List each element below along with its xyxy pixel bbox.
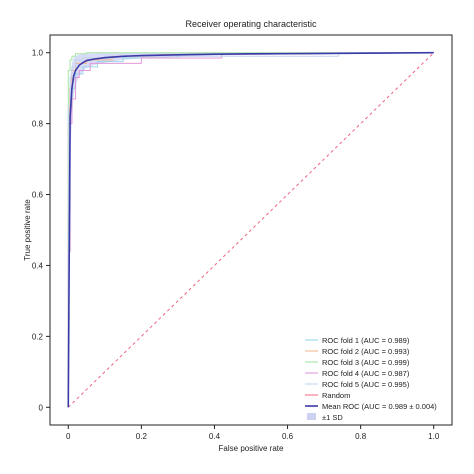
legend-roc-fold-2-label: ROC fold 2 (AUC = 0.993) — [322, 347, 410, 356]
y-tick-label: 0.4 — [32, 261, 44, 270]
x-axis-label: False positive rate — [219, 444, 284, 453]
y-tick-label: 0 — [39, 403, 44, 412]
roc-fold-5-line — [67, 52, 434, 408]
y-axis-label: True positive rate — [23, 199, 32, 261]
y-tick-label: 0.6 — [32, 191, 44, 200]
chart-title: Receiver operating characteristic — [185, 19, 317, 29]
legend: ROC fold 1 (AUC = 0.989) ROC fold 2 (AUC … — [305, 336, 437, 422]
x-tick-label: 0 — [66, 432, 71, 441]
x-tick-label: 0.4 — [209, 432, 221, 441]
legend-sd-band-swatch — [307, 413, 316, 420]
legend-sd-band-label: ±1 SD — [322, 413, 343, 422]
mean-curve-layer — [67, 51, 434, 408]
x-tick-label: 0.2 — [136, 432, 148, 441]
x-tick-label: 0.6 — [282, 432, 294, 441]
plot-frame — [49, 34, 453, 426]
y-tick-label: 1.0 — [32, 49, 44, 58]
mean-roc-line — [67, 51, 434, 408]
x-ticks: 0 0.2 0.4 0.6 0.8 1.0 — [66, 425, 440, 441]
random-line-layer — [67, 52, 435, 408]
legend-random-label: Random — [322, 391, 350, 400]
y-ticks: 0 0.2 0.4 0.6 0.8 1.0 — [32, 49, 50, 412]
legend-roc-fold-5-label: ROC fold 5 (AUC = 0.995) — [322, 380, 410, 389]
legend-roc-fold-3-label: ROC fold 3 (AUC = 0.999) — [322, 358, 410, 367]
legend-mean-roc-label: Mean ROC (AUC = 0.989 ± 0.004) — [322, 402, 437, 411]
y-tick-label: 0.2 — [32, 332, 44, 341]
x-tick-label: 0.8 — [355, 432, 367, 441]
x-tick-label: 1.0 — [428, 432, 440, 441]
y-tick-label: 0.8 — [32, 120, 44, 129]
legend-roc-fold-1-label: ROC fold 1 (AUC = 0.989) — [322, 336, 410, 345]
roc-fold-3-line — [67, 52, 434, 408]
random-line — [67, 52, 435, 408]
legend-roc-fold-4-label: ROC fold 4 (AUC = 0.987) — [322, 369, 410, 378]
